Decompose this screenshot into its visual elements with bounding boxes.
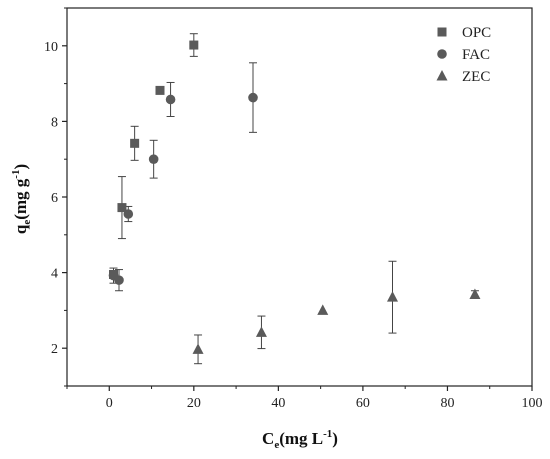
opc-point — [117, 203, 127, 213]
y-tick-label: 8 — [51, 115, 58, 130]
opc-point — [130, 138, 140, 148]
legend-zec-marker — [436, 70, 448, 81]
zec-point — [192, 343, 204, 354]
opc-point — [155, 85, 165, 95]
fac-point — [123, 209, 134, 219]
x-tick-label: 40 — [271, 396, 285, 411]
y-tick-label: 10 — [44, 40, 58, 55]
fac-point — [114, 275, 124, 285]
legend-zec-label: ZEC — [462, 69, 490, 85]
legend-opc-label: OPC — [462, 25, 491, 41]
opc-point — [189, 40, 199, 50]
plot-frame — [66, 7, 533, 387]
fac-point — [165, 94, 176, 105]
y-tick-label: 6 — [51, 191, 58, 206]
y-axis-ticks: 2 4 6 8 10 — [44, 7, 67, 387]
zec-point — [469, 288, 481, 300]
legend-fac-label: FAC — [462, 47, 490, 63]
axes — [66, 7, 533, 387]
error-bars — [109, 33, 479, 365]
y-tick-label: 2 — [51, 342, 58, 357]
fac-point — [148, 154, 159, 164]
fac-point — [248, 92, 258, 103]
data-markers — [108, 40, 481, 354]
legend-fac-marker — [437, 49, 447, 59]
x-tick-label: 60 — [356, 396, 370, 411]
y-axis-title: qe(mg g-1) — [10, 164, 33, 234]
x-axis-title: Ce(mg L-1) — [262, 428, 338, 451]
x-tick-label: 80 — [440, 396, 454, 411]
legend: OPC FAC ZEC — [436, 25, 491, 85]
x-tick-label: 20 — [187, 396, 201, 411]
zec-point — [317, 304, 329, 315]
zec-point — [387, 291, 398, 302]
x-tick-label: 100 — [522, 396, 543, 411]
x-axis-ticks: 0 20 40 60 80 100 — [66, 386, 543, 411]
x-tick-label: 0 — [106, 396, 113, 411]
zec-point — [255, 326, 267, 337]
legend-opc-marker — [437, 27, 447, 37]
y-tick-label: 4 — [51, 267, 58, 282]
